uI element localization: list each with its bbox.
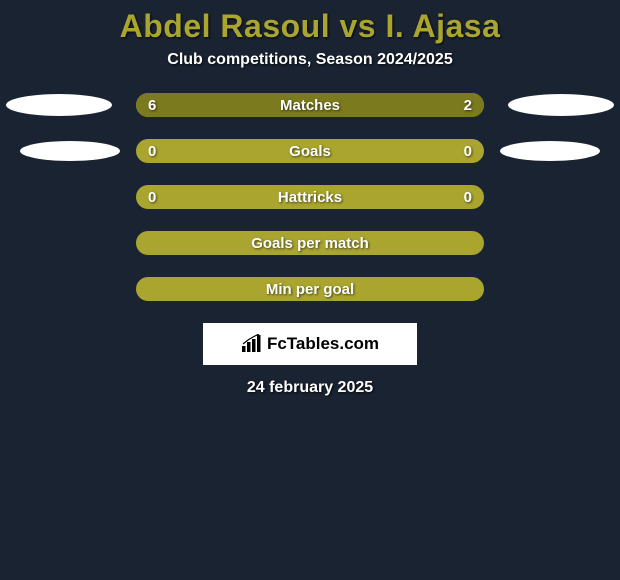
branding-text: FcTables.com bbox=[267, 334, 379, 354]
stat-bar-empty: Min per goal bbox=[136, 277, 484, 301]
stat-right-value: 0 bbox=[464, 143, 472, 160]
stat-label: Min per goal bbox=[266, 281, 354, 298]
stat-row: 6 Matches 2 bbox=[0, 93, 620, 117]
stat-left-value: 6 bbox=[148, 97, 156, 114]
stat-label: Goals bbox=[289, 143, 331, 160]
stat-left-value: 0 bbox=[148, 143, 156, 160]
player-left-marker bbox=[20, 141, 120, 161]
stat-row: 0 Goals 0 bbox=[0, 139, 620, 163]
footer-date: 24 february 2025 bbox=[0, 379, 620, 397]
stat-label: Hattricks bbox=[278, 189, 342, 206]
branding-box: FcTables.com bbox=[203, 323, 417, 365]
stat-row: 0 Hattricks 0 bbox=[0, 185, 620, 209]
player-right-marker bbox=[508, 94, 614, 116]
stat-bar: 6 Matches 2 bbox=[136, 93, 484, 117]
outline-rows: Goals per match Min per goal bbox=[0, 231, 620, 301]
stat-bar-empty: Goals per match bbox=[136, 231, 484, 255]
player-left-marker bbox=[6, 94, 112, 116]
stat-bar: 0 Goals 0 bbox=[136, 139, 484, 163]
player-right-marker bbox=[500, 141, 600, 161]
stat-bar: 0 Hattricks 0 bbox=[136, 185, 484, 209]
page-subtitle: Club competitions, Season 2024/2025 bbox=[0, 51, 620, 69]
stat-label: Matches bbox=[280, 97, 340, 114]
comparison-card: Abdel Rasoul vs I. Ajasa Club competitio… bbox=[0, 0, 620, 397]
stat-rows: 6 Matches 2 0 Goals 0 0 Hattricks 0 bbox=[0, 93, 620, 209]
stat-right-value: 2 bbox=[464, 97, 472, 114]
page-title: Abdel Rasoul vs I. Ajasa bbox=[0, 8, 620, 45]
stat-right-value: 0 bbox=[464, 189, 472, 206]
bar-fill-left bbox=[136, 93, 397, 117]
stat-left-value: 0 bbox=[148, 189, 156, 206]
bar-chart-icon bbox=[241, 334, 263, 354]
stat-label: Goals per match bbox=[251, 235, 369, 252]
